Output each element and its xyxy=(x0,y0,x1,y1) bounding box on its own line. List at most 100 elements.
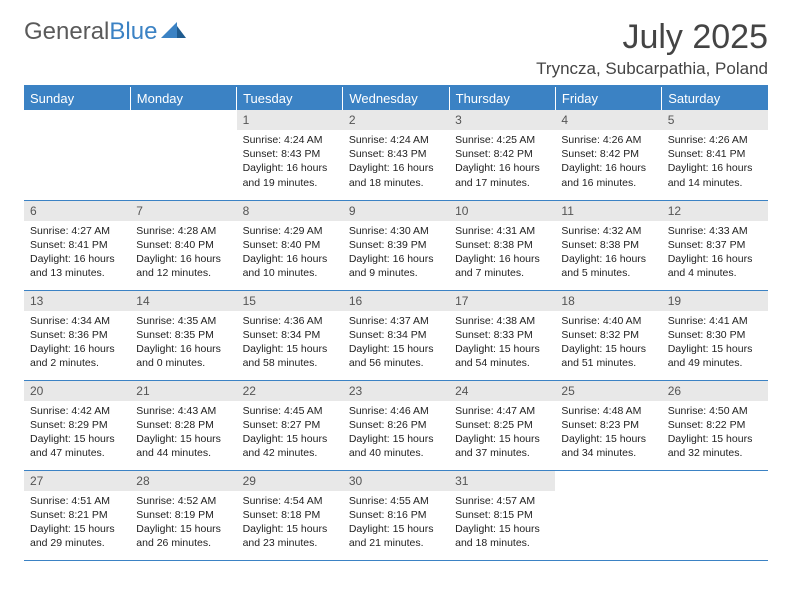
calendar-cell: 22Sunrise: 4:45 AMSunset: 8:27 PMDayligh… xyxy=(237,380,343,470)
day-number: 2 xyxy=(343,110,449,130)
day-text: Sunrise: 4:55 AMSunset: 8:16 PMDaylight:… xyxy=(343,491,449,555)
calendar-body: 1Sunrise: 4:24 AMSunset: 8:43 PMDaylight… xyxy=(24,110,768,560)
calendar-cell: 11Sunrise: 4:32 AMSunset: 8:38 PMDayligh… xyxy=(555,200,661,290)
calendar-cell: 18Sunrise: 4:40 AMSunset: 8:32 PMDayligh… xyxy=(555,290,661,380)
calendar-cell: 20Sunrise: 4:42 AMSunset: 8:29 PMDayligh… xyxy=(24,380,130,470)
calendar-cell: 16Sunrise: 4:37 AMSunset: 8:34 PMDayligh… xyxy=(343,290,449,380)
calendar-cell: 14Sunrise: 4:35 AMSunset: 8:35 PMDayligh… xyxy=(130,290,236,380)
calendar-cell: 9Sunrise: 4:30 AMSunset: 8:39 PMDaylight… xyxy=(343,200,449,290)
calendar-cell xyxy=(130,110,236,200)
day-text: Sunrise: 4:32 AMSunset: 8:38 PMDaylight:… xyxy=(555,221,661,285)
calendar-cell: 24Sunrise: 4:47 AMSunset: 8:25 PMDayligh… xyxy=(449,380,555,470)
day-text: Sunrise: 4:25 AMSunset: 8:42 PMDaylight:… xyxy=(449,130,555,194)
day-text: Sunrise: 4:26 AMSunset: 8:41 PMDaylight:… xyxy=(662,130,768,194)
day-text: Sunrise: 4:54 AMSunset: 8:18 PMDaylight:… xyxy=(237,491,343,555)
day-number: 17 xyxy=(449,291,555,311)
calendar-cell: 12Sunrise: 4:33 AMSunset: 8:37 PMDayligh… xyxy=(662,200,768,290)
day-number: 6 xyxy=(24,201,130,221)
day-number: 10 xyxy=(449,201,555,221)
day-number xyxy=(130,110,236,116)
logo-word1: General xyxy=(24,18,109,45)
calendar-row: 1Sunrise: 4:24 AMSunset: 8:43 PMDaylight… xyxy=(24,110,768,200)
day-number: 15 xyxy=(237,291,343,311)
day-text: Sunrise: 4:46 AMSunset: 8:26 PMDaylight:… xyxy=(343,401,449,465)
day-text: Sunrise: 4:40 AMSunset: 8:32 PMDaylight:… xyxy=(555,311,661,375)
calendar-cell: 8Sunrise: 4:29 AMSunset: 8:40 PMDaylight… xyxy=(237,200,343,290)
calendar-cell: 30Sunrise: 4:55 AMSunset: 8:16 PMDayligh… xyxy=(343,470,449,560)
month-title: July 2025 xyxy=(536,18,768,57)
day-number: 1 xyxy=(237,110,343,130)
day-text: Sunrise: 4:34 AMSunset: 8:36 PMDaylight:… xyxy=(24,311,130,375)
day-text: Sunrise: 4:50 AMSunset: 8:22 PMDaylight:… xyxy=(662,401,768,465)
day-text: Sunrise: 4:24 AMSunset: 8:43 PMDaylight:… xyxy=(343,130,449,194)
calendar-cell: 29Sunrise: 4:54 AMSunset: 8:18 PMDayligh… xyxy=(237,470,343,560)
day-number: 3 xyxy=(449,110,555,130)
day-number: 22 xyxy=(237,381,343,401)
calendar-cell: 2Sunrise: 4:24 AMSunset: 8:43 PMDaylight… xyxy=(343,110,449,200)
weekday-header: Thursday xyxy=(449,86,555,110)
day-text: Sunrise: 4:31 AMSunset: 8:38 PMDaylight:… xyxy=(449,221,555,285)
day-number xyxy=(555,471,661,477)
weekday-header: Wednesday xyxy=(343,86,449,110)
calendar-cell xyxy=(24,110,130,200)
day-number: 7 xyxy=(130,201,236,221)
day-text: Sunrise: 4:57 AMSunset: 8:15 PMDaylight:… xyxy=(449,491,555,555)
day-text: Sunrise: 4:38 AMSunset: 8:33 PMDaylight:… xyxy=(449,311,555,375)
calendar-cell: 31Sunrise: 4:57 AMSunset: 8:15 PMDayligh… xyxy=(449,470,555,560)
day-text: Sunrise: 4:47 AMSunset: 8:25 PMDaylight:… xyxy=(449,401,555,465)
weekday-header: Saturday xyxy=(662,86,768,110)
calendar-table: Sunday Monday Tuesday Wednesday Thursday… xyxy=(24,85,768,561)
day-text: Sunrise: 4:33 AMSunset: 8:37 PMDaylight:… xyxy=(662,221,768,285)
weekday-header: Sunday xyxy=(24,86,130,110)
calendar-cell: 27Sunrise: 4:51 AMSunset: 8:21 PMDayligh… xyxy=(24,470,130,560)
weekday-header: Friday xyxy=(555,86,661,110)
calendar-cell: 21Sunrise: 4:43 AMSunset: 8:28 PMDayligh… xyxy=(130,380,236,470)
calendar-row: 27Sunrise: 4:51 AMSunset: 8:21 PMDayligh… xyxy=(24,470,768,560)
day-number: 16 xyxy=(343,291,449,311)
day-number: 13 xyxy=(24,291,130,311)
calendar-cell: 15Sunrise: 4:36 AMSunset: 8:34 PMDayligh… xyxy=(237,290,343,380)
day-text: Sunrise: 4:24 AMSunset: 8:43 PMDaylight:… xyxy=(237,130,343,194)
day-number: 14 xyxy=(130,291,236,311)
weekday-header: Tuesday xyxy=(237,86,343,110)
day-number: 8 xyxy=(237,201,343,221)
day-number: 28 xyxy=(130,471,236,491)
day-text: Sunrise: 4:48 AMSunset: 8:23 PMDaylight:… xyxy=(555,401,661,465)
calendar-row: 13Sunrise: 4:34 AMSunset: 8:36 PMDayligh… xyxy=(24,290,768,380)
calendar-cell xyxy=(662,470,768,560)
day-number: 18 xyxy=(555,291,661,311)
calendar-cell: 17Sunrise: 4:38 AMSunset: 8:33 PMDayligh… xyxy=(449,290,555,380)
calendar-row: 6Sunrise: 4:27 AMSunset: 8:41 PMDaylight… xyxy=(24,200,768,290)
calendar-row: 20Sunrise: 4:42 AMSunset: 8:29 PMDayligh… xyxy=(24,380,768,470)
day-text: Sunrise: 4:36 AMSunset: 8:34 PMDaylight:… xyxy=(237,311,343,375)
calendar-cell xyxy=(555,470,661,560)
logo-word2: Blue xyxy=(109,18,157,45)
calendar-cell: 28Sunrise: 4:52 AMSunset: 8:19 PMDayligh… xyxy=(130,470,236,560)
calendar-cell: 19Sunrise: 4:41 AMSunset: 8:30 PMDayligh… xyxy=(662,290,768,380)
day-number: 9 xyxy=(343,201,449,221)
weekday-header-row: Sunday Monday Tuesday Wednesday Thursday… xyxy=(24,86,768,110)
calendar-cell: 25Sunrise: 4:48 AMSunset: 8:23 PMDayligh… xyxy=(555,380,661,470)
calendar-cell: 1Sunrise: 4:24 AMSunset: 8:43 PMDaylight… xyxy=(237,110,343,200)
day-text: Sunrise: 4:35 AMSunset: 8:35 PMDaylight:… xyxy=(130,311,236,375)
day-text: Sunrise: 4:28 AMSunset: 8:40 PMDaylight:… xyxy=(130,221,236,285)
day-text: Sunrise: 4:51 AMSunset: 8:21 PMDaylight:… xyxy=(24,491,130,555)
weekday-header: Monday xyxy=(130,86,236,110)
title-block: July 2025 Tryncza, Subcarpathia, Poland xyxy=(536,18,768,79)
day-text: Sunrise: 4:27 AMSunset: 8:41 PMDaylight:… xyxy=(24,221,130,285)
day-number xyxy=(662,471,768,477)
day-number: 30 xyxy=(343,471,449,491)
day-number: 27 xyxy=(24,471,130,491)
calendar-cell: 5Sunrise: 4:26 AMSunset: 8:41 PMDaylight… xyxy=(662,110,768,200)
day-number: 20 xyxy=(24,381,130,401)
location: Tryncza, Subcarpathia, Poland xyxy=(536,59,768,79)
day-text: Sunrise: 4:29 AMSunset: 8:40 PMDaylight:… xyxy=(237,221,343,285)
day-text: Sunrise: 4:41 AMSunset: 8:30 PMDaylight:… xyxy=(662,311,768,375)
day-number: 29 xyxy=(237,471,343,491)
day-number: 31 xyxy=(449,471,555,491)
day-text: Sunrise: 4:30 AMSunset: 8:39 PMDaylight:… xyxy=(343,221,449,285)
calendar-cell: 3Sunrise: 4:25 AMSunset: 8:42 PMDaylight… xyxy=(449,110,555,200)
day-text: Sunrise: 4:43 AMSunset: 8:28 PMDaylight:… xyxy=(130,401,236,465)
day-number xyxy=(24,110,130,116)
day-text: Sunrise: 4:42 AMSunset: 8:29 PMDaylight:… xyxy=(24,401,130,465)
